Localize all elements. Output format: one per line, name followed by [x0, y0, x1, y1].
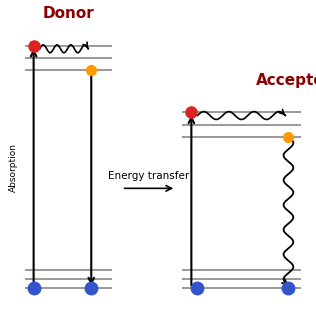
Text: Acceptor: Acceptor	[256, 73, 316, 88]
Text: Absorption: Absorption	[9, 143, 18, 191]
Text: Donor: Donor	[43, 7, 94, 21]
Text: Energy transfer: Energy transfer	[108, 171, 190, 181]
